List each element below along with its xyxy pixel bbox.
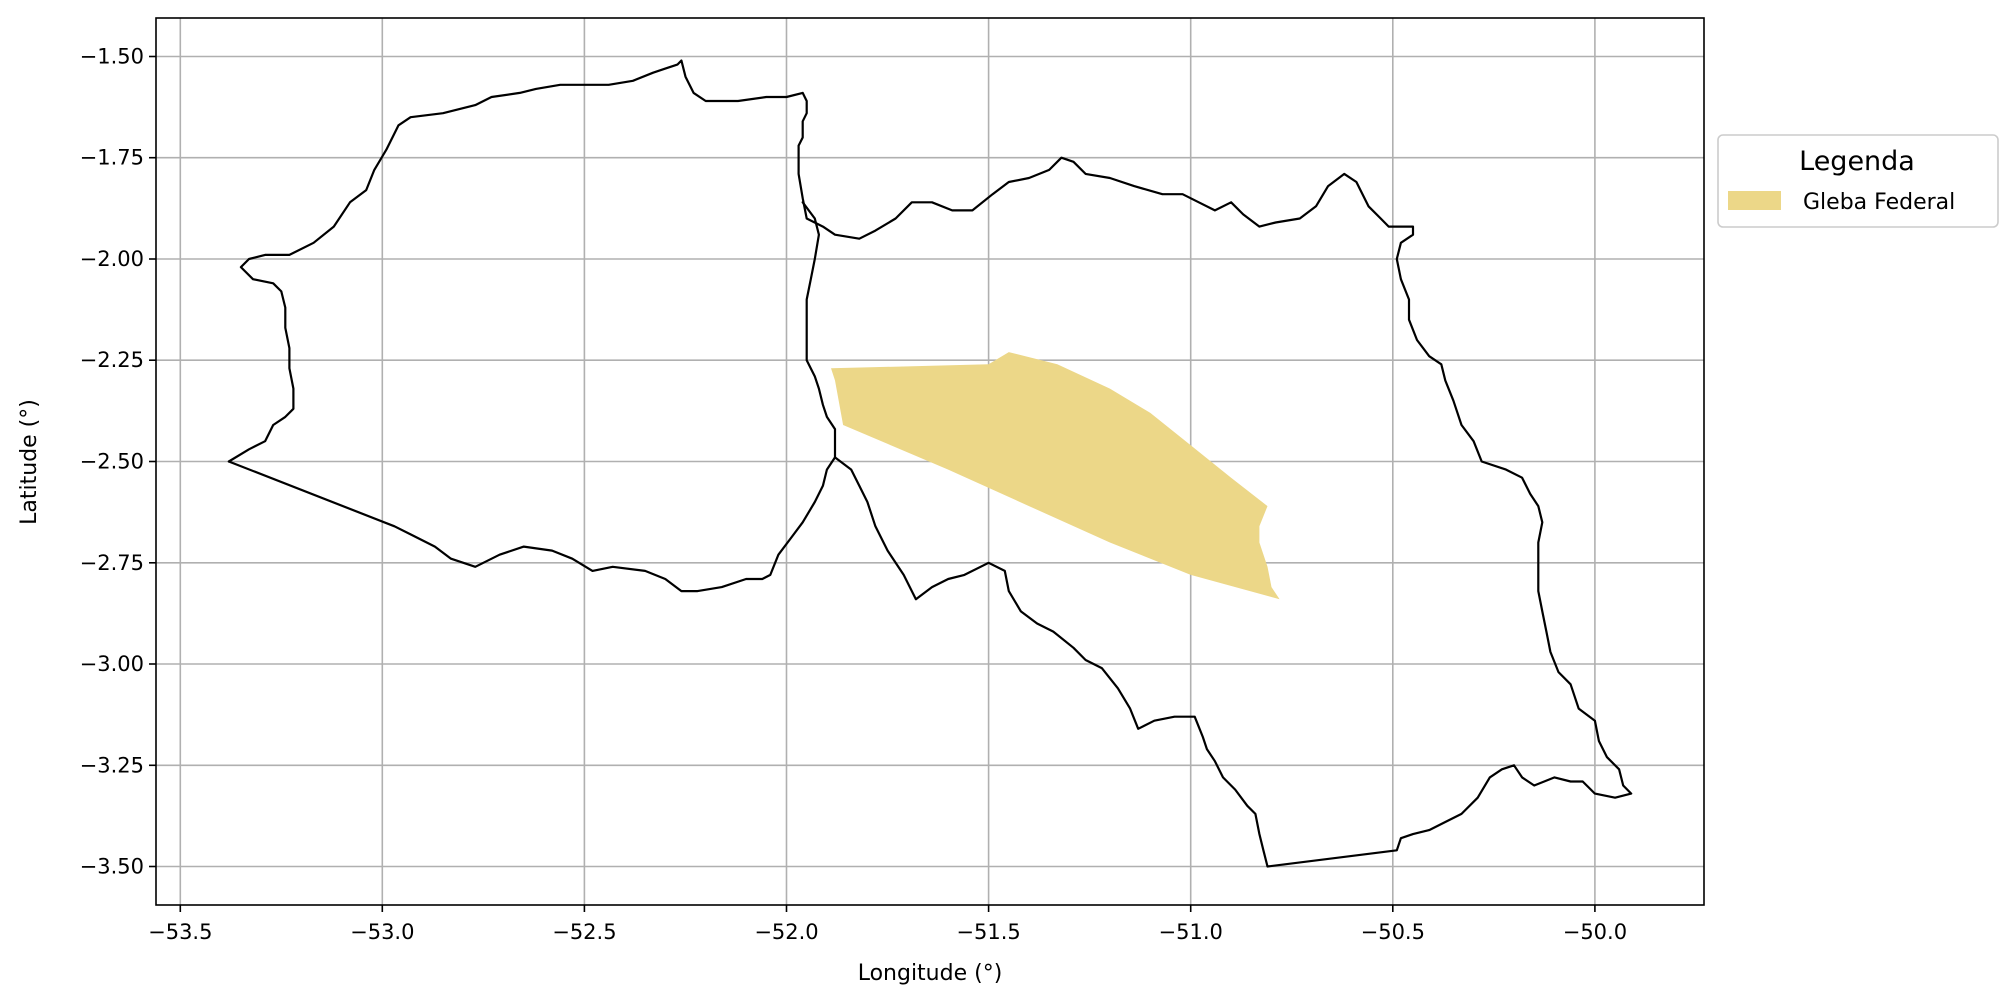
y-tick-label: −1.50: [80, 45, 144, 69]
y-tick-label: −2.25: [80, 348, 144, 372]
legend-box: [1717, 134, 1999, 228]
gridlines: [156, 18, 1704, 905]
x-tick-label: −50.0: [1563, 920, 1627, 944]
region-gleba-federal: [831, 352, 1280, 600]
y-tick-label: −3.00: [80, 652, 144, 676]
x-tick-label: −51.0: [1159, 920, 1223, 944]
legend-label-gleba-federal: Gleba Federal: [1803, 190, 1955, 215]
legend: Legenda Gleba Federal: [1717, 134, 1999, 228]
y-tick-label: −2.00: [80, 247, 144, 271]
y-axis-label: Latitude (°): [17, 399, 42, 525]
plot-area: [155, 17, 1705, 906]
x-tick-label: −53.0: [350, 920, 414, 944]
y-axis-ticks: −1.50 −1.75 −2.00 −2.25 −2.50 −2.75 −3.00 −3.25…: [80, 45, 156, 879]
regions: [831, 352, 1280, 600]
x-tick-label: −53.5: [148, 920, 212, 944]
x-tick-label: −52.5: [552, 920, 616, 944]
boundaries: [227, 59, 1633, 868]
y-tick-label: −3.25: [80, 753, 144, 777]
legend-swatch-gleba-federal: [1728, 191, 1781, 210]
x-tick-label: −52.0: [754, 920, 818, 944]
y-tick-label: −1.75: [80, 146, 144, 170]
y-tick-label: −2.75: [80, 551, 144, 575]
internal-border-line: [801, 201, 837, 459]
x-tick-label: −50.5: [1361, 920, 1425, 944]
y-tick-label: −3.50: [80, 855, 144, 879]
x-tick-label: −51.5: [956, 920, 1020, 944]
x-axis-label: Longitude (°): [858, 961, 1003, 986]
legend-title: Legenda: [1799, 146, 1915, 177]
municipality-outline: [227, 59, 1633, 868]
y-tick-label: −2.50: [80, 450, 144, 474]
x-axis-ticks: −53.5 −53.0 −52.5 −52.0 −51.5 −51.0 −50.5 −50.0: [148, 905, 1627, 944]
